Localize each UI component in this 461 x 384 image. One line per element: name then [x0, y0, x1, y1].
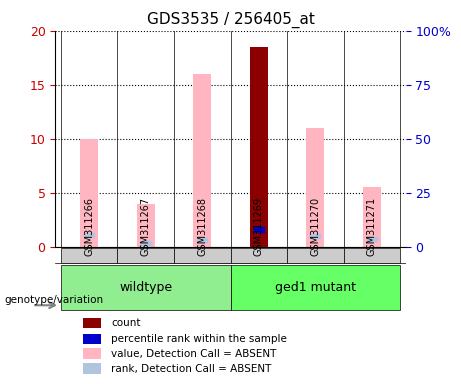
FancyBboxPatch shape — [230, 265, 400, 310]
Bar — [137, 204, 155, 247]
Bar — [80, 139, 98, 247]
Text: value, Detection Call = ABSENT: value, Detection Call = ABSENT — [112, 349, 277, 359]
Text: rank, Detection Call = ABSENT: rank, Detection Call = ABSENT — [112, 364, 272, 374]
FancyBboxPatch shape — [83, 318, 101, 328]
Text: percentile rank within the sample: percentile rank within the sample — [112, 334, 287, 344]
FancyBboxPatch shape — [197, 238, 207, 242]
FancyBboxPatch shape — [287, 248, 343, 263]
FancyBboxPatch shape — [310, 234, 320, 238]
Bar — [306, 128, 324, 247]
FancyBboxPatch shape — [83, 334, 101, 344]
Bar — [250, 47, 268, 247]
Text: GSM311266: GSM311266 — [84, 197, 94, 256]
FancyBboxPatch shape — [118, 248, 174, 263]
Text: GDS3535 / 256405_at: GDS3535 / 256405_at — [147, 12, 314, 28]
Text: ged1 mutant: ged1 mutant — [275, 281, 356, 294]
FancyBboxPatch shape — [230, 248, 287, 263]
Bar — [193, 74, 211, 247]
Bar — [250, 47, 268, 247]
FancyBboxPatch shape — [254, 227, 264, 232]
Text: GSM311268: GSM311268 — [197, 197, 207, 256]
FancyBboxPatch shape — [83, 363, 101, 374]
Text: GSM311267: GSM311267 — [141, 197, 151, 256]
Text: GSM311270: GSM311270 — [310, 197, 320, 256]
Text: GSM311271: GSM311271 — [367, 197, 377, 256]
Text: wildtype: wildtype — [119, 281, 172, 294]
Text: GSM311269: GSM311269 — [254, 197, 264, 256]
Text: genotype/variation: genotype/variation — [5, 295, 104, 305]
FancyBboxPatch shape — [84, 233, 95, 237]
Bar — [363, 187, 381, 247]
FancyBboxPatch shape — [343, 248, 400, 263]
FancyBboxPatch shape — [174, 248, 230, 263]
FancyBboxPatch shape — [141, 241, 151, 246]
Text: count: count — [112, 318, 141, 328]
FancyBboxPatch shape — [61, 248, 118, 263]
FancyBboxPatch shape — [83, 348, 101, 359]
FancyBboxPatch shape — [61, 265, 230, 310]
FancyBboxPatch shape — [366, 237, 377, 241]
